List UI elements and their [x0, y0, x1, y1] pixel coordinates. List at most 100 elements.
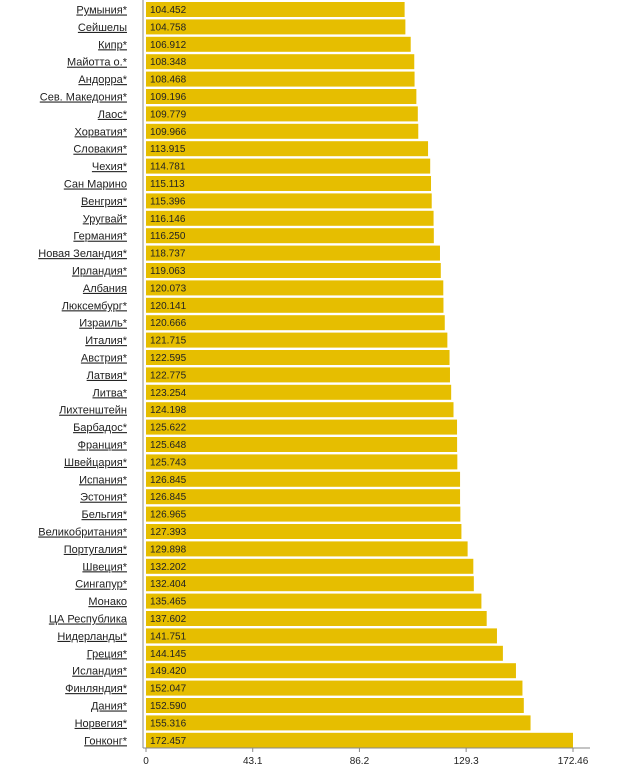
- category-label[interactable]: Нидерланды*: [57, 631, 127, 643]
- category-label[interactable]: Латвия*: [87, 370, 128, 382]
- bar: [146, 332, 448, 348]
- category-label[interactable]: Финляндия*: [65, 683, 128, 695]
- bar-value-label: 126.845: [150, 492, 187, 503]
- bar-value-label: 114.781: [150, 162, 186, 173]
- bar-value-label: 115.396: [150, 196, 186, 207]
- bar: [146, 558, 474, 574]
- category-label[interactable]: Греция*: [87, 648, 128, 660]
- category-label[interactable]: Словакия*: [73, 144, 127, 156]
- bar: [146, 228, 434, 244]
- bar: [146, 176, 432, 191]
- bar: [146, 628, 497, 644]
- bar: [146, 454, 458, 470]
- category-label[interactable]: Италия*: [85, 335, 127, 347]
- category-label[interactable]: Гонконг*: [84, 735, 128, 747]
- bar: [146, 263, 441, 278]
- bar-value-label: 120.666: [150, 318, 187, 329]
- category-label[interactable]: Майотта о.*: [67, 57, 128, 69]
- category-label[interactable]: Хорватия*: [75, 126, 128, 138]
- category-label[interactable]: Норвегия*: [75, 718, 128, 730]
- category-label[interactable]: Литва*: [92, 387, 127, 399]
- bar-value-label: 172.457: [150, 736, 187, 747]
- category-label[interactable]: Австрия*: [81, 353, 128, 365]
- category-label[interactable]: Кипр*: [98, 39, 128, 51]
- bar-value-label: 152.047: [150, 684, 187, 695]
- category-label[interactable]: Дания*: [91, 701, 128, 713]
- bar: [146, 193, 432, 209]
- category-label[interactable]: Венгрия*: [81, 196, 128, 208]
- bar: [146, 611, 487, 626]
- category-label[interactable]: Бельгия*: [81, 509, 127, 521]
- bar: [146, 123, 419, 139]
- bar-value-label: 149.420: [150, 666, 187, 677]
- category-label[interactable]: Сейшелы: [78, 22, 127, 34]
- category-label[interactable]: Румыния*: [76, 5, 127, 17]
- bar-value-label: 118.737: [150, 249, 186, 260]
- category-label[interactable]: Великобритания*: [38, 527, 127, 539]
- bar: [146, 19, 406, 35]
- bar: [146, 437, 458, 452]
- x-tick-label: 86.2: [350, 756, 370, 767]
- bar: [146, 489, 461, 505]
- bar-value-label: 122.775: [150, 370, 187, 381]
- category-label[interactable]: Португалия*: [64, 544, 128, 556]
- bar: [146, 106, 418, 122]
- category-label[interactable]: Испания*: [79, 474, 128, 486]
- category-label[interactable]: Уругвай*: [83, 213, 128, 225]
- category-label[interactable]: Сев. Македония*: [40, 92, 128, 104]
- category-label[interactable]: Чехия*: [92, 161, 128, 173]
- bar-value-label: 120.073: [150, 283, 187, 294]
- bar-value-label: 125.622: [150, 423, 187, 434]
- category-label[interactable]: Лихтенштейн: [59, 405, 127, 417]
- category-label[interactable]: Германия*: [73, 231, 127, 243]
- bar-value-label: 109.966: [150, 127, 187, 138]
- bar-value-label: 115.113: [150, 179, 185, 190]
- bar: [146, 593, 482, 609]
- bar-value-label: 127.393: [150, 527, 187, 538]
- bar: [146, 419, 458, 435]
- bar: [146, 315, 445, 331]
- bar-value-label: 109.779: [150, 109, 187, 120]
- bar-value-label: 122.595: [150, 353, 187, 364]
- category-label[interactable]: Барбадос*: [73, 422, 128, 434]
- bar-value-label: 129.898: [150, 544, 187, 555]
- bar-value-label: 106.912: [150, 40, 187, 51]
- bar: [146, 350, 450, 365]
- category-label[interactable]: ЦА Республика: [49, 614, 128, 626]
- category-label[interactable]: Сингапур*: [75, 579, 128, 591]
- category-label[interactable]: Монако: [88, 596, 127, 608]
- category-label[interactable]: Швейцария*: [64, 457, 128, 469]
- category-label[interactable]: Исландия*: [72, 666, 128, 678]
- bar: [146, 280, 444, 296]
- bar-value-label: 109.196: [150, 92, 187, 103]
- category-label[interactable]: Лаос*: [98, 109, 128, 121]
- bar: [146, 54, 415, 70]
- category-label[interactable]: Швеция*: [82, 561, 127, 573]
- category-label[interactable]: Ирландия*: [72, 266, 128, 278]
- bars: 104.452 104.758 106.912 108.348 108.468 109.1…: [146, 2, 573, 748]
- bar: [146, 506, 461, 522]
- bar: [146, 663, 516, 679]
- category-label[interactable]: Израиль*: [79, 318, 127, 330]
- category-label[interactable]: Албания: [83, 283, 127, 295]
- bar: [146, 645, 503, 661]
- category-label[interactable]: Новая Зеландия*: [38, 248, 127, 260]
- bar: [146, 541, 468, 557]
- bar: [146, 2, 405, 17]
- bar-value-label: 116.146: [150, 214, 186, 225]
- category-label[interactable]: Сан Марино: [64, 179, 127, 191]
- x-axis: 0 43.1 86.2 129.3 172.46: [142, 0, 590, 767]
- bar: [146, 210, 434, 226]
- bar-value-label: 126.965: [150, 510, 187, 521]
- bar-value-label: 104.758: [150, 22, 187, 33]
- bar-value-label: 113.915: [150, 144, 186, 155]
- category-label[interactable]: Люксембург*: [62, 300, 128, 312]
- category-label[interactable]: Эстония*: [80, 492, 128, 504]
- bar-value-label: 124.198: [150, 405, 187, 416]
- category-label[interactable]: Андорра*: [78, 74, 127, 86]
- bar-value-label: 135.465: [150, 597, 187, 608]
- bar: [146, 402, 454, 418]
- bar-value-label: 144.145: [150, 649, 187, 660]
- category-label[interactable]: Франция*: [78, 440, 128, 452]
